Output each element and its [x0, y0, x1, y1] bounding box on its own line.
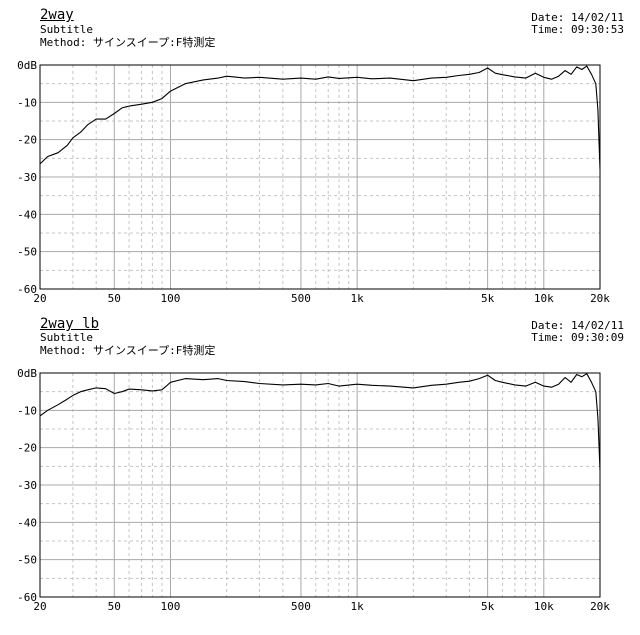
x-tick-label: 10k — [534, 292, 554, 305]
date-label: Date: 14/02/11 — [531, 11, 624, 24]
x-tick-label: 10k — [534, 600, 554, 613]
plot-frame — [39, 64, 601, 290]
y-tick-label: -50 — [17, 246, 37, 259]
x-tick-label: 1k — [351, 292, 365, 305]
chart-title: 2way lb — [40, 316, 100, 332]
plot-frame — [39, 372, 601, 598]
chart-panel-2: 2way lb Subtitle Method: サインスイープ:F特測定 Da… — [0, 310, 640, 620]
x-tick-label: 100 — [161, 292, 181, 305]
y-tick-label: 0dB — [17, 59, 37, 72]
y-tick-label: -10 — [17, 404, 37, 417]
x-tick-label: 20 — [33, 600, 46, 613]
y-tick-label: -60 — [17, 283, 37, 296]
x-tick-label: 1k — [351, 600, 365, 613]
chart-subtitle: Subtitle — [40, 331, 93, 344]
x-tick-label: 100 — [161, 600, 181, 613]
response-curve — [39, 65, 601, 170]
y-tick-label: -20 — [17, 134, 37, 147]
method-label: Method: サインスイープ:F特測定 — [40, 36, 216, 49]
y-tick-label: 0dB — [17, 367, 37, 380]
y-tick-label: -30 — [17, 171, 37, 184]
y-tick-label: -40 — [17, 208, 37, 221]
time-label: Time: 09:30:09 — [531, 331, 624, 344]
x-tick-label: 500 — [291, 600, 311, 613]
y-tick-label: -40 — [17, 516, 37, 529]
response-curve — [39, 373, 601, 471]
chart-panel-1: 2way Subtitle Method: サインスイープ:F特測定 Date:… — [0, 0, 640, 310]
y-tick-label: -30 — [17, 479, 37, 492]
y-tick-label: -60 — [17, 591, 37, 604]
x-tick-label: 50 — [108, 292, 121, 305]
y-tick-label: -10 — [17, 96, 37, 109]
date-label: Date: 14/02/11 — [531, 319, 624, 332]
x-tick-label: 20k — [590, 292, 610, 305]
y-tick-label: -50 — [17, 554, 37, 567]
x-tick-label: 5k — [481, 292, 495, 305]
x-tick-label: 5k — [481, 600, 495, 613]
x-tick-label: 500 — [291, 292, 311, 305]
x-tick-label: 20 — [33, 292, 46, 305]
chart-title: 2way — [40, 7, 74, 23]
method-label: Method: サインスイープ:F特測定 — [40, 344, 216, 357]
chart-subtitle: Subtitle — [40, 23, 93, 36]
x-tick-label: 20k — [590, 600, 610, 613]
y-tick-label: -20 — [17, 442, 37, 455]
time-label: Time: 09:30:53 — [531, 23, 624, 36]
x-tick-label: 50 — [108, 600, 121, 613]
